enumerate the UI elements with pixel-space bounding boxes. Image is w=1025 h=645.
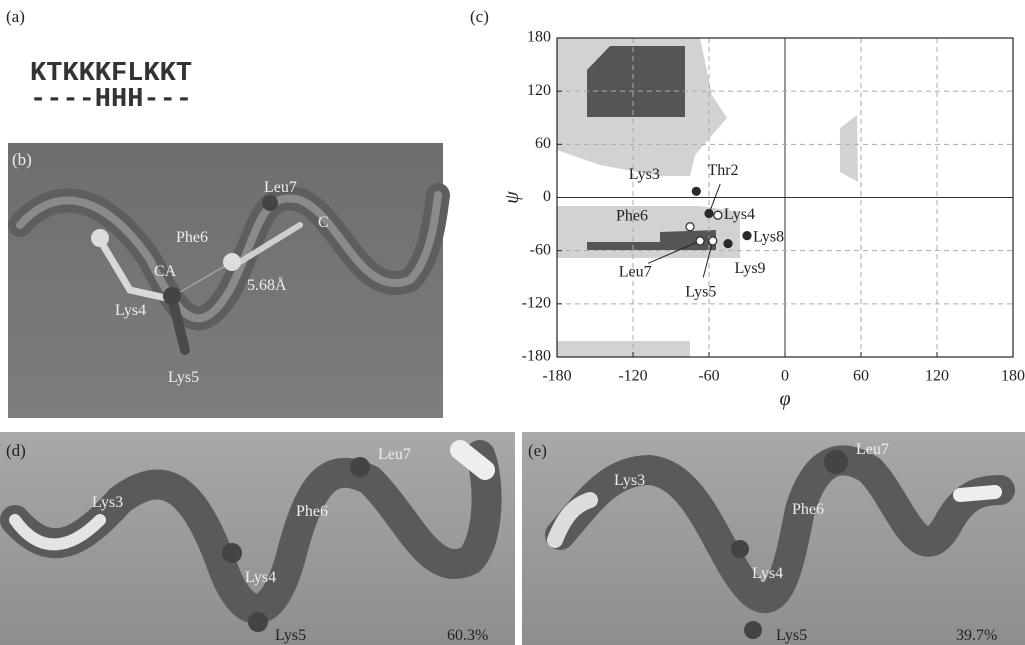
atom bbox=[91, 229, 109, 247]
panel-label: (a) bbox=[6, 7, 25, 26]
residue-label: Phe6 bbox=[792, 501, 824, 518]
x-tick-label: -60 bbox=[698, 368, 719, 385]
y-axis-label: ψ bbox=[501, 191, 523, 204]
residue-label: Lys5 bbox=[275, 627, 306, 644]
residue-label: Lys4 bbox=[752, 565, 783, 582]
x-tick-label: -120 bbox=[618, 368, 647, 385]
y-tick-label: -180 bbox=[522, 348, 551, 365]
x-tick-label: 120 bbox=[925, 368, 949, 385]
panel-label: (b) bbox=[12, 150, 32, 169]
atom bbox=[824, 450, 848, 474]
atom bbox=[744, 621, 762, 639]
data-point bbox=[686, 223, 694, 231]
data-point bbox=[724, 240, 732, 248]
residue-label: Lys5 bbox=[168, 369, 199, 386]
point-label: Phe6 bbox=[616, 207, 648, 224]
y-tick-label: 60 bbox=[535, 135, 551, 152]
residue-label: Lys3 bbox=[92, 494, 123, 511]
population: 60.3% bbox=[447, 627, 488, 644]
point-label: Leu7 bbox=[619, 264, 652, 281]
atom bbox=[222, 543, 242, 563]
point-label: Lys9 bbox=[734, 260, 765, 277]
y-tick-label: 120 bbox=[527, 82, 551, 99]
residue-label: Lys4 bbox=[245, 569, 276, 586]
atom-label: C bbox=[318, 214, 329, 231]
residue-label: Lys3 bbox=[614, 472, 645, 489]
x-tick-label: 180 bbox=[1001, 368, 1025, 385]
point-label: Thr2 bbox=[707, 162, 738, 179]
residue-label: Phe6 bbox=[296, 503, 328, 520]
point-label: Lys4 bbox=[724, 206, 755, 223]
residue-label: Leu7 bbox=[264, 179, 297, 196]
point-label: Lys5 bbox=[685, 284, 716, 301]
panel-label: (d) bbox=[6, 441, 26, 460]
y-tick-label: 180 bbox=[527, 29, 551, 46]
point-label: Lys8 bbox=[753, 228, 784, 245]
distance-label: 5.68Å bbox=[247, 276, 287, 294]
residue-label: Leu7 bbox=[378, 446, 411, 463]
atom bbox=[223, 253, 241, 271]
data-point bbox=[714, 211, 722, 219]
atom bbox=[163, 287, 181, 305]
x-tick-label: -180 bbox=[542, 368, 571, 385]
x-tick-label: 60 bbox=[853, 368, 869, 385]
data-point bbox=[709, 237, 717, 245]
secondary-structure: ----HHH--- bbox=[30, 85, 192, 115]
x-tick-label: 0 bbox=[781, 368, 789, 385]
data-point bbox=[743, 232, 751, 240]
data-point bbox=[692, 187, 700, 195]
y-tick-label: -120 bbox=[522, 295, 551, 312]
y-tick-label: -60 bbox=[530, 241, 551, 258]
panel-label: (c) bbox=[470, 7, 489, 26]
figure: (a) KTKKKFLKKT ----HHH--- (b) Leu7 Phe6 … bbox=[0, 0, 1025, 645]
atom-label: CA bbox=[154, 263, 177, 280]
panel-label: (e) bbox=[528, 441, 547, 460]
data-point bbox=[705, 209, 713, 217]
y-tick-label: 0 bbox=[543, 188, 551, 205]
atom bbox=[262, 195, 278, 211]
x-axis-label: φ bbox=[779, 388, 790, 410]
data-point bbox=[696, 237, 704, 245]
residue-label: Lys5 bbox=[776, 627, 807, 644]
residue-label: Lys4 bbox=[115, 302, 146, 319]
population: 39.7% bbox=[956, 627, 997, 644]
atom bbox=[248, 612, 268, 632]
point-label: Lys3 bbox=[629, 166, 660, 183]
atom bbox=[350, 457, 370, 477]
atom bbox=[731, 540, 749, 558]
figure-canvas: (a) KTKKKFLKKT ----HHH--- (b) Leu7 Phe6 … bbox=[0, 0, 1025, 645]
residue-label: Leu7 bbox=[856, 441, 889, 458]
residue-label: Phe6 bbox=[176, 229, 208, 246]
